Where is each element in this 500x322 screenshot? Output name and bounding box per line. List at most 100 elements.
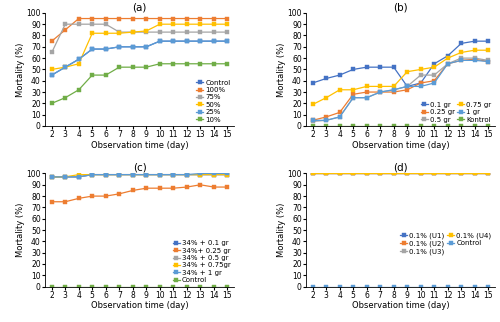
34%+ 0.25 gr [49,200,55,204]
0.1% (U3) [377,172,383,175]
34% + 0.75gr [90,173,96,176]
0.1% (U3) [390,172,396,175]
34% + 1 gr [211,172,217,175]
Control [364,285,370,289]
Kontrol [310,124,316,128]
Control [144,45,150,49]
Line: 0.1% (U3): 0.1% (U3) [311,172,490,175]
X-axis label: Observation time (day): Observation time (day) [90,301,188,310]
0.1% (U2) [350,172,356,175]
34% + 1 gr [144,173,150,176]
34% + 0.5 gr [130,173,136,176]
100% [116,17,122,21]
0.25 gr [431,79,437,83]
25% [62,65,68,69]
25% [184,39,190,43]
0.1% (U1) [444,172,450,175]
34% + 0.5 gr [184,173,190,176]
50% [76,62,82,66]
Legend: 0.1 gr, 0.25 gr, 0.5 gr, 0.75 gr, 1 gr, Kontrol: 0.1 gr, 0.25 gr, 0.5 gr, 0.75 gr, 1 gr, … [418,99,494,125]
100% [90,17,96,21]
0.5 gr [404,84,410,88]
Kontrol [377,124,383,128]
Control [418,285,424,289]
34% + 0.75gr [157,173,163,176]
0.1% (U3) [444,172,450,175]
0.1% (U2) [444,172,450,175]
100% [76,17,82,21]
0.1% (U2) [310,172,316,175]
34% + 1 gr [130,173,136,176]
0.1 gr [485,39,491,43]
100% [211,17,217,21]
34% + 0.5 gr [103,173,109,176]
34% + 0.1 gr [170,173,176,176]
0.1% (U1) [377,172,383,175]
Control [49,73,55,77]
100% [62,28,68,32]
34% + 0.75gr [116,173,122,176]
Kontrol [458,124,464,128]
0.1% (U1) [390,172,396,175]
Kontrol [431,124,437,128]
1 gr [377,90,383,94]
Kontrol [485,124,491,128]
50% [224,22,230,26]
Line: 50%: 50% [50,23,229,71]
X-axis label: Observation time (day): Observation time (day) [352,301,450,310]
Control [198,285,203,289]
34% + 0.75gr [224,173,230,176]
0.5 gr [336,115,342,119]
34% + 0.5 gr [62,175,68,179]
0.1% (U2) [431,172,437,175]
Y-axis label: Mortality (%): Mortality (%) [16,203,25,257]
34% + 1 gr [49,175,55,179]
Line: 10%: 10% [50,62,229,105]
34% + 0.5 gr [116,173,122,176]
Control [62,285,68,289]
50% [62,65,68,69]
25% [144,45,150,49]
0.1% (U4) [323,172,329,175]
Line: 34% + 0.5 gr: 34% + 0.5 gr [50,173,229,179]
Control [323,285,329,289]
0.1% (U2) [390,172,396,175]
Line: 34% + 1 gr: 34% + 1 gr [50,172,229,179]
0.1 gr [458,42,464,45]
100% [130,17,136,21]
0.1% (U4) [377,172,383,175]
34% + 0.75gr [144,173,150,176]
34% + 0.5 gr [90,173,96,176]
1 gr [336,115,342,119]
0.1% (U4) [350,172,356,175]
0.1 gr [350,68,356,71]
34% + 0.5 gr [144,173,150,176]
0.1 gr [404,84,410,88]
Control [485,285,491,289]
75% [144,30,150,34]
Kontrol [323,124,329,128]
50% [170,22,176,26]
X-axis label: Observation time (day): Observation time (day) [90,140,188,149]
50% [211,22,217,26]
1 gr [364,96,370,99]
34% + 0.1 gr [103,173,109,176]
Control [170,285,176,289]
Control [76,57,82,61]
0.5 gr [377,90,383,94]
34% + 1 gr [103,173,109,176]
1 gr [310,118,316,122]
Line: 0.1% (U4): 0.1% (U4) [311,172,490,175]
Kontrol [404,124,410,128]
75% [198,30,203,34]
10% [49,101,55,105]
0.1 gr [336,73,342,77]
Control [157,285,163,289]
0.5 gr [472,56,478,60]
Control [116,45,122,49]
10% [130,65,136,69]
Kontrol [390,124,396,128]
Control [377,285,383,289]
0.1% (U2) [418,172,424,175]
0.1% (U2) [336,172,342,175]
